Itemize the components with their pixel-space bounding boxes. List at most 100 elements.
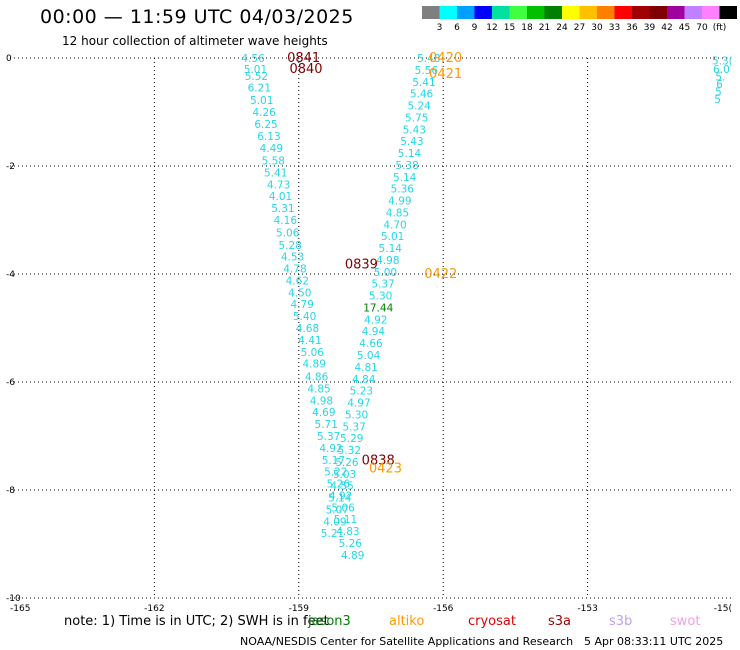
colorbar-swatch (474, 6, 492, 19)
wave-height-point: 6.25 (254, 119, 277, 131)
wave-height-point: 4.92 (329, 490, 352, 502)
x-tick-label: -15( (714, 604, 732, 614)
wave-height-point: 4.01 (269, 191, 292, 203)
satellite-legend-altiko: altiko (389, 614, 424, 629)
colorbar-tick-label: (ft) (713, 23, 727, 33)
wave-height-point: 4.83 (336, 526, 359, 538)
wave-height-point: 5.26 (335, 457, 359, 469)
wave-height-point: 5.75 (405, 112, 428, 124)
satellite-legend-s3a: s3a (548, 614, 571, 629)
wave-height-point: 5.30 (345, 409, 368, 421)
wave-height-point: 5.24 (407, 101, 431, 113)
colorbar-tick-label: 9 (472, 23, 478, 33)
wave-height-point: 5.04 (357, 350, 381, 362)
wave-height-point: 5.26 (327, 479, 351, 491)
colorbar-swatch (457, 6, 475, 19)
wave-height-point: 5 (714, 94, 721, 106)
wave-height-point: 5. (715, 71, 725, 83)
wave-height-point: 5.43 (403, 124, 426, 136)
wave-height-point: 6 (716, 79, 723, 91)
pass-time-label: 0422 (424, 267, 457, 282)
colorbar-swatch (509, 6, 527, 19)
plot-area: 0 -2 -4 -6 -8 -10-165 -162 -159 -156 -153 -15(4.56… (6, 51, 733, 614)
colorbar-tick-label: 21 (539, 23, 550, 33)
wave-height-point: 5.26 (339, 538, 363, 550)
wave-height-point: 5.14 (398, 148, 422, 160)
wave-height-point: 5.3( (712, 56, 733, 68)
wave-height-point: 5.06 (331, 502, 355, 514)
colorbar-tick-label: 18 (521, 23, 533, 33)
wave-height-point: 5.36 (391, 184, 415, 196)
wave-height-point: 4.56 (241, 53, 265, 65)
x-tick-label: -165 (10, 604, 30, 614)
pass-time-label: 0841 (287, 51, 320, 66)
colorbar-tick-label: 15 (504, 23, 515, 33)
wave-height-point: 5.40 (293, 311, 316, 323)
wave-height-point: 5.71 (315, 419, 338, 431)
wave-height-point: 4.26 (252, 107, 276, 119)
chart-subtitle: 12 hour collection of altimeter wave hei… (62, 34, 328, 48)
wave-height-point: 4.53 (281, 252, 304, 264)
timestamp-text: 5 Apr 08:33:11 UTC 2025 (584, 635, 723, 648)
wave-height-point: 5.14 (379, 243, 403, 255)
colorbar-swatch (579, 6, 597, 19)
x-tick-label: -162 (144, 604, 164, 614)
colorbar-tick-label: 12 (486, 23, 497, 33)
wave-height-point: 4.50 (288, 287, 311, 299)
colorbar-swatch (632, 6, 650, 19)
satellite-legend-s3b: s3b (609, 614, 632, 629)
colorbar-tick-label: 33 (609, 23, 620, 33)
wave-height-point: 4.73 (267, 179, 290, 191)
wave-height-point: 4.85 (386, 207, 409, 219)
satellite-legend-swot: swot (670, 614, 700, 629)
colorbar-tick-label: 45 (679, 23, 690, 33)
wave-height-point: 5.52 (245, 71, 268, 83)
colorbar-tick-label: 42 (661, 23, 672, 33)
wave-height-point: 5.58 (262, 156, 285, 168)
wave-height-point: 5.41 (412, 77, 435, 89)
colorbar-tick-label: 6 (454, 23, 460, 33)
wave-height-point: 4.49 (260, 143, 283, 155)
wave-height-point: 5.11 (334, 514, 357, 526)
colorbar-tick-label: 24 (556, 23, 568, 33)
wave-height-point: 5.37 (317, 431, 340, 443)
credit-text: NOAA/NESDIS Center for Satellite Applica… (240, 635, 573, 648)
colorbar-swatch (562, 6, 580, 19)
y-tick-label: -6 (6, 378, 15, 388)
wave-height-point: 5.14 (328, 493, 352, 505)
colorbar-swatch (719, 6, 737, 19)
wave-height-point: 4.86 (305, 372, 329, 384)
colorbar-swatch (597, 6, 615, 19)
wave-height-point: 6.0 (713, 64, 730, 76)
wave-height-point: 5 (715, 86, 722, 98)
wave-height-point: 4.81 (354, 362, 377, 374)
wave-height-point: 5.06 (276, 227, 300, 239)
y-tick-label: -8 (6, 486, 15, 496)
wave-height-point: 4.70 (383, 219, 406, 231)
wave-height-point: 5.01 (381, 231, 404, 243)
wave-height-point: 6.21 (248, 83, 271, 95)
wave-height-point: 5.01 (244, 64, 267, 76)
y-tick-label: -4 (6, 270, 15, 280)
wave-height-point: 4.62 (286, 275, 309, 287)
wave-height-point: 4.89 (303, 359, 326, 371)
wave-height-point: 4.79 (290, 299, 313, 311)
wave-height-point: 5.17 (322, 455, 345, 467)
colorbar-tick-label: 39 (644, 23, 656, 33)
wave-height-point: 6.13 (257, 131, 280, 143)
note-text: note: 1) Time is in UTC; 2) SWH is in fe… (64, 614, 329, 629)
wave-height-point: 5.14 (393, 172, 417, 184)
wave-height-point: 5.48 (417, 53, 440, 65)
wave-height-point: 4.92 (364, 314, 387, 326)
x-tick-label: -153 (577, 604, 597, 614)
chart-title: 00:00 — 11:59 UTC 04/03/2025 (40, 6, 354, 28)
satellite-legend-jason3: jason3 (307, 614, 351, 629)
colorbar-tick-label: 36 (626, 23, 638, 33)
wave-height-point: 5.22 (324, 467, 347, 479)
wave-height-point: 4.69 (312, 407, 335, 419)
wave-height-point: 4.78 (283, 264, 306, 276)
pass-time-label: 0840 (289, 62, 322, 77)
wave-height-point: 4.68 (296, 323, 319, 335)
pass-time-label: 0421 (429, 67, 462, 82)
